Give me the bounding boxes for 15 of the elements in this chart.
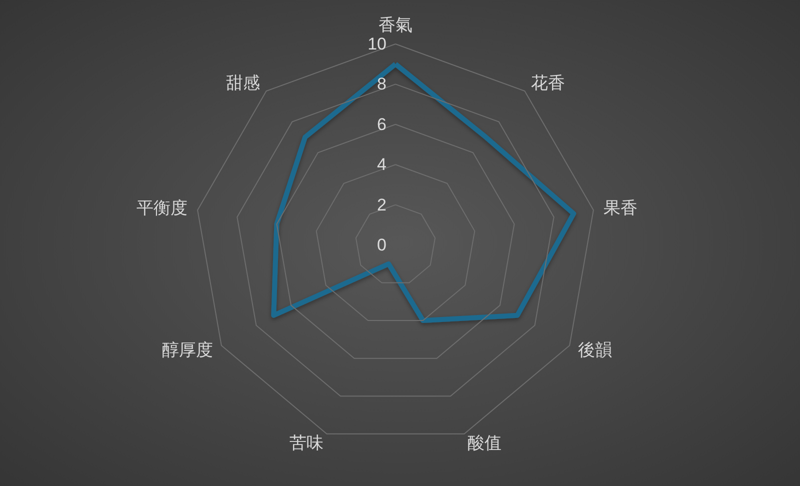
spoke-label: 平衡度: [136, 198, 188, 218]
y-tick-label: 8: [377, 74, 386, 94]
y-tick-label: 10: [368, 34, 386, 54]
spoke-label: 果香: [603, 198, 638, 218]
spoke-label: 苦味: [289, 433, 324, 454]
spoke-label: 後韻: [578, 340, 612, 360]
spoke-label: 甜感: [226, 73, 260, 94]
spoke-label: 花香: [531, 73, 566, 94]
y-tick-label: 0: [377, 236, 386, 254]
spoke-label: 香氣: [378, 16, 412, 36]
spoke-label: 酸值: [468, 433, 502, 454]
y-tick-label: 4: [377, 155, 386, 174]
y-tick-label: 2: [377, 195, 386, 214]
spoke-label: 醇厚度: [162, 340, 213, 360]
y-tick-label: 6: [377, 114, 386, 134]
